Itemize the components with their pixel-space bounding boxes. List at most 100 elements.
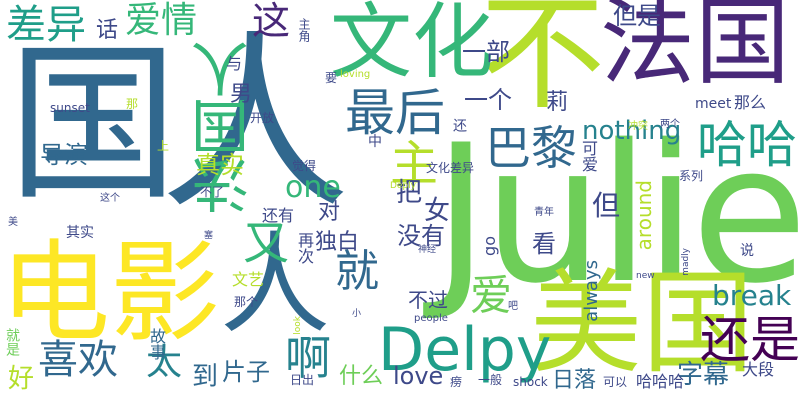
word-ba-2: 吧 bbox=[508, 301, 518, 312]
word-mei-you: 没有 bbox=[397, 222, 445, 250]
word-yi-bu: 一部 bbox=[462, 38, 510, 66]
word-ri-chu: 日出 bbox=[290, 373, 315, 387]
word-na-me: 那么 bbox=[734, 93, 767, 112]
word-a: 啊 bbox=[285, 331, 331, 385]
word-jiu-shi: 就是 bbox=[4, 328, 20, 356]
word-dao-yan: 导演 bbox=[40, 141, 88, 169]
word-ba-li: 巴黎 bbox=[485, 121, 577, 175]
word-always: always bbox=[581, 260, 602, 322]
word-li: 莉 bbox=[546, 90, 569, 115]
word-sunset: sunset bbox=[50, 101, 90, 115]
word-jiu: 就 bbox=[335, 246, 379, 297]
word-tai: 太 bbox=[146, 342, 183, 383]
word-go: go bbox=[480, 236, 499, 256]
word-du-bai: 独白 bbox=[315, 230, 360, 255]
word-mei: 美 bbox=[8, 217, 18, 228]
word-xi-lie: 系列 bbox=[679, 169, 704, 183]
word-wen-hua-cha-yi: 文化差异 bbox=[426, 161, 475, 175]
word-people: people bbox=[414, 313, 448, 324]
word-delpy: Delpy bbox=[378, 315, 552, 385]
word-zhe: 这 bbox=[252, 0, 291, 43]
word-shuo: 说 bbox=[740, 243, 754, 259]
word-kai-fang: 开放 bbox=[250, 111, 275, 125]
word-zhu: 主 bbox=[390, 136, 439, 192]
word-yi-ban: 一般 bbox=[478, 373, 503, 387]
word-look: look bbox=[293, 316, 303, 335]
word-fa-guo-top: 法国 bbox=[600, 0, 791, 98]
word-hao: 好 bbox=[8, 364, 35, 394]
word-dan: 但 bbox=[592, 189, 621, 222]
word-bang: 痨 bbox=[450, 375, 463, 389]
word-zai-ci: 再次 bbox=[295, 232, 314, 264]
word-jue-de: 觉得 bbox=[292, 159, 317, 173]
word-zui-hou: 最后 bbox=[345, 84, 445, 142]
word-ren-middle: 人 bbox=[220, 221, 330, 349]
word-love: love bbox=[393, 362, 444, 390]
word-loving: loving bbox=[340, 69, 371, 80]
word-ren-large: 人 bbox=[160, 14, 351, 235]
word-qing-nian: 青年 bbox=[534, 207, 554, 218]
word-dao: 到 bbox=[192, 362, 219, 392]
word-ri-luo: 日落 bbox=[552, 368, 597, 393]
word-shang: 上 bbox=[157, 139, 170, 153]
word-mei-guo: 美国 bbox=[530, 259, 754, 389]
word-zhen-shi: 真实 bbox=[196, 151, 244, 179]
word-yao: 要 bbox=[325, 71, 338, 85]
word-na: 那 bbox=[126, 97, 139, 111]
word-zhe-ge: 这个 bbox=[100, 193, 120, 204]
word-hai-you: 还有 bbox=[262, 206, 295, 225]
word-yi-ge: 一个 bbox=[464, 86, 512, 114]
word-zi-mu: 字幕 bbox=[677, 360, 730, 390]
word-chai-yi: 差异 bbox=[6, 2, 86, 48]
word-dian-ying: 电影 bbox=[0, 229, 220, 357]
word-shock: shock bbox=[513, 375, 548, 389]
word-hai-shi: 还是 bbox=[700, 311, 800, 369]
word-one: one bbox=[285, 170, 341, 205]
word-around: around bbox=[632, 180, 656, 251]
word-hai: 还 bbox=[451, 118, 467, 132]
word-ai-qing: 爱情 bbox=[125, 0, 198, 41]
word-nan: 男 bbox=[230, 82, 253, 107]
word-liang-ge: 两个 bbox=[660, 119, 680, 130]
word-bu-guo: 不过 bbox=[408, 288, 448, 312]
word-wen-yi: 文艺 bbox=[232, 270, 265, 289]
word-sai: 塞 bbox=[204, 231, 214, 241]
word-dui: 对 bbox=[318, 200, 341, 225]
word-ha-ha: 哈哈 bbox=[697, 116, 797, 174]
word-bu-le: 不了 bbox=[200, 185, 225, 199]
word-ba: 把 bbox=[396, 178, 423, 208]
word-you: 又 bbox=[243, 216, 289, 270]
word-meet: meet bbox=[695, 96, 732, 112]
word-xiao: 小 bbox=[352, 309, 362, 319]
word-bu: 不 bbox=[480, 0, 605, 127]
word-madly: madly bbox=[681, 248, 691, 276]
word-shen-jing: 神经 bbox=[418, 245, 437, 255]
word-nothing: nothing bbox=[582, 116, 682, 146]
word-nv: 女 bbox=[424, 196, 451, 226]
word-ha-ha-ha: 哈哈哈 bbox=[636, 372, 685, 391]
word-na-ge: 那个 bbox=[234, 295, 259, 309]
word-da-duan: 大段 bbox=[742, 360, 775, 379]
word-ke-yi: 可以 bbox=[603, 375, 628, 389]
word-gu-shi: 故事 bbox=[147, 328, 166, 360]
word-break: break bbox=[712, 279, 792, 312]
word-ai: 爱 bbox=[470, 271, 513, 320]
word-yu: 与 bbox=[226, 54, 243, 73]
word-zhu-jiao: 主角 bbox=[297, 18, 311, 42]
word-zhong: 中 bbox=[368, 134, 382, 150]
word-wen-hua: 文化 bbox=[330, 0, 495, 90]
word-xi-huan: 喜欢 bbox=[38, 337, 118, 383]
word-guo: 国 bbox=[8, 26, 179, 224]
word-shen-me: 什么 bbox=[339, 364, 384, 389]
word-julie: Julie bbox=[433, 104, 800, 325]
word-hua: 话 bbox=[96, 18, 119, 43]
word-new: new bbox=[636, 271, 655, 281]
word-qi-shi: 其实 bbox=[66, 225, 94, 241]
word-kan: 看 bbox=[532, 230, 556, 258]
word-ke-ai: 可爱 bbox=[579, 140, 598, 172]
word-dan-shi: 但是 bbox=[613, 2, 661, 30]
word-deply: Deply bbox=[390, 181, 417, 191]
word-chong-tu: 冲突 bbox=[628, 121, 648, 132]
word-pian-zi: 片子 bbox=[222, 358, 270, 386]
